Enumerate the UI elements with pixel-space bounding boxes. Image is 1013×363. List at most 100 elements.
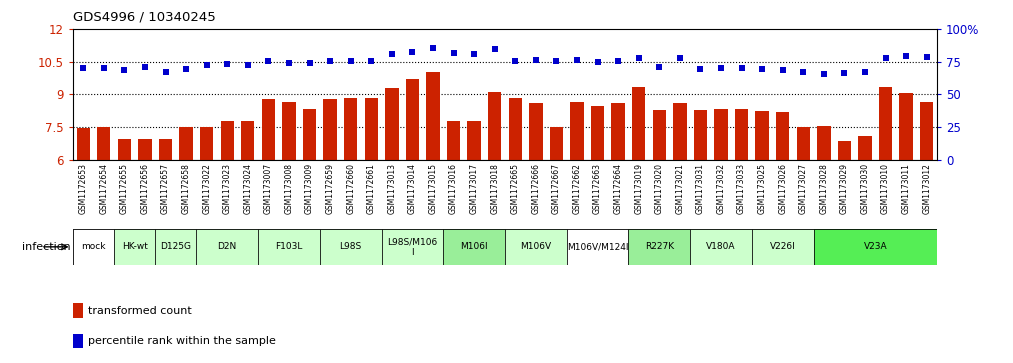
Text: GSM1173011: GSM1173011 (902, 163, 911, 214)
Text: GSM1172661: GSM1172661 (367, 163, 376, 214)
Point (302, 60, 318, 66)
Point (733, 65, 750, 71)
Bar (858, 136, 872, 160)
Text: L98S: L98S (339, 242, 362, 251)
Bar (591, 106, 604, 160)
Text: transformed count: transformed count (88, 306, 192, 316)
Point (815, 71, 832, 77)
Text: D2N: D2N (218, 242, 237, 251)
Point (610, 58, 626, 64)
Point (651, 64, 668, 70)
Text: GSM1173033: GSM1173033 (737, 163, 747, 214)
Bar (323, 99, 336, 160)
Bar (529, 103, 543, 160)
Text: GSM1173019: GSM1173019 (634, 163, 643, 214)
Bar (241, 121, 254, 160)
Bar (444, 229, 505, 265)
Bar (283, 102, 296, 160)
Bar (221, 121, 234, 160)
Bar (752, 229, 813, 265)
Point (508, 58, 524, 64)
Point (281, 60, 297, 66)
Text: GSM1172654: GSM1172654 (99, 163, 108, 214)
Text: V23A: V23A (863, 242, 887, 251)
Bar (97, 127, 110, 160)
Bar (303, 109, 316, 160)
Point (466, 51, 482, 57)
Bar (674, 103, 687, 160)
Point (260, 58, 277, 64)
Text: mock: mock (81, 242, 105, 251)
Text: GSM1172655: GSM1172655 (120, 163, 129, 214)
Bar (261, 99, 276, 160)
Text: GSM1172653: GSM1172653 (79, 163, 88, 214)
Bar (447, 121, 460, 160)
Bar (467, 121, 481, 160)
Text: GSM1173031: GSM1173031 (696, 163, 705, 214)
Point (116, 68, 133, 73)
Text: GSM1173009: GSM1173009 (305, 163, 314, 214)
Text: D125G: D125G (160, 242, 191, 251)
Text: GSM1172656: GSM1172656 (141, 163, 150, 214)
Text: HK-wt: HK-wt (122, 242, 148, 251)
Bar (570, 102, 583, 160)
Point (775, 68, 791, 73)
Point (672, 56, 688, 61)
Bar (652, 110, 666, 160)
Point (75, 65, 91, 71)
Point (384, 51, 400, 57)
Bar (550, 127, 563, 160)
Text: GSM1173025: GSM1173025 (758, 163, 767, 214)
Point (178, 66, 194, 72)
Text: GSM1173024: GSM1173024 (243, 163, 252, 214)
Bar (114, 229, 155, 265)
Bar (73, 303, 83, 318)
Point (219, 61, 235, 67)
Point (342, 58, 359, 64)
Point (919, 54, 935, 60)
Point (95, 65, 111, 71)
Bar (159, 139, 172, 160)
Bar (73, 334, 83, 348)
Point (240, 62, 256, 68)
Text: GSM1173020: GSM1173020 (654, 163, 664, 214)
Bar (197, 229, 258, 265)
Bar (488, 92, 501, 160)
Point (137, 64, 153, 70)
Text: GSM1173014: GSM1173014 (408, 163, 417, 214)
Text: M106V: M106V (521, 242, 551, 251)
Text: GSM1173029: GSM1173029 (840, 163, 849, 214)
Bar (155, 229, 197, 265)
Text: GSM1173030: GSM1173030 (860, 163, 869, 214)
Text: GSM1173007: GSM1173007 (263, 163, 272, 214)
Bar (344, 98, 358, 160)
Text: GSM1173023: GSM1173023 (223, 163, 232, 214)
Bar (776, 112, 789, 160)
Text: L98S/M106
I: L98S/M106 I (387, 237, 438, 257)
Point (713, 65, 729, 71)
Text: GDS4996 / 10340245: GDS4996 / 10340245 (73, 11, 216, 24)
Bar (690, 229, 752, 265)
Bar (505, 229, 566, 265)
Text: GSM1173015: GSM1173015 (428, 163, 438, 214)
Text: GSM1173027: GSM1173027 (799, 163, 807, 214)
Bar (817, 126, 831, 160)
Bar (509, 98, 522, 160)
Point (404, 49, 420, 55)
Text: GSM1173017: GSM1173017 (470, 163, 478, 214)
Bar (118, 139, 131, 160)
Bar (796, 127, 810, 160)
Text: GSM1173021: GSM1173021 (676, 163, 685, 214)
Text: GSM1173018: GSM1173018 (490, 163, 499, 214)
Point (157, 69, 173, 74)
Text: GSM1172663: GSM1172663 (593, 163, 602, 214)
Bar (756, 111, 769, 160)
Bar (138, 139, 152, 160)
Text: F103L: F103L (276, 242, 303, 251)
Bar (714, 109, 727, 160)
Bar (566, 229, 628, 265)
Text: GSM1173013: GSM1173013 (387, 163, 396, 214)
Bar (879, 87, 892, 160)
Text: GSM1173022: GSM1173022 (203, 163, 211, 214)
Point (754, 66, 770, 72)
